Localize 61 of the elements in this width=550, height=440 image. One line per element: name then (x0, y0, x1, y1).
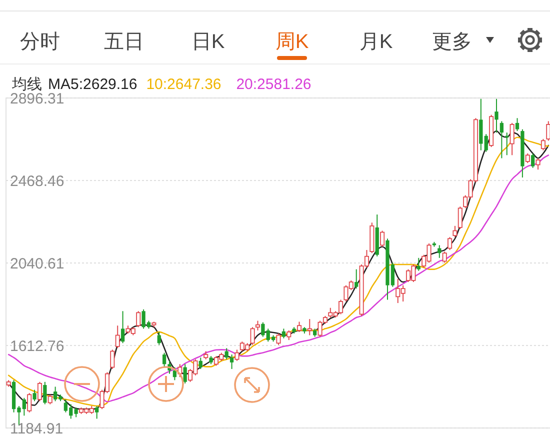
candlestick (282, 328, 286, 339)
candlestick (136, 310, 141, 328)
candlestick (37, 381, 42, 402)
y-tick-label: 2468.46 (10, 172, 64, 190)
candlestick (525, 152, 530, 164)
candlestick (452, 225, 458, 238)
candlestick (115, 325, 120, 349)
candlestick (48, 394, 52, 405)
y-tick-label: 2040.61 (10, 255, 64, 272)
y-tick-label: 1612.76 (10, 338, 64, 355)
candlestick (458, 206, 462, 230)
candlestick (515, 118, 520, 132)
candlestick (224, 348, 228, 360)
candlestick (438, 244, 442, 258)
text: 五日 (104, 31, 144, 53)
candlestick (157, 331, 161, 346)
candlestick (448, 236, 452, 251)
text: 月K (359, 31, 394, 53)
candlestick (505, 132, 509, 156)
y-tick-label: 2896.31 (10, 90, 64, 108)
candlestick (286, 330, 292, 341)
candlestick (162, 352, 166, 368)
candlestick (442, 251, 447, 264)
text: 周K (275, 31, 310, 53)
candlestick (354, 268, 358, 290)
candlestick (250, 326, 255, 346)
candlestick (32, 389, 36, 402)
candlestick (120, 310, 125, 344)
candlestick (536, 158, 540, 170)
text: MA5:2629.16 (48, 76, 138, 93)
candlestick (380, 230, 385, 248)
legend-title: 均线 (11, 76, 42, 93)
candlestick (540, 138, 546, 151)
candlestick (230, 354, 234, 370)
candlestick (531, 152, 535, 168)
text: 分时 (20, 31, 60, 53)
candlestick (198, 357, 202, 370)
text: 更多 (432, 31, 472, 53)
candlestick (172, 366, 177, 381)
candlestick (307, 318, 312, 336)
candlestick (183, 364, 187, 384)
text: 10:2647.36 (146, 76, 222, 93)
candlestick (494, 98, 498, 134)
candlestick (416, 257, 420, 272)
candlestick (255, 320, 260, 331)
text: 日K (191, 31, 226, 53)
text: 20:2581.26 (236, 76, 312, 93)
candlestick (43, 381, 47, 405)
candlestick (234, 349, 240, 362)
candlestick (510, 122, 514, 156)
candlestick (261, 322, 265, 338)
y-tick-label: 1184.91 (10, 420, 64, 438)
candlestick (296, 321, 302, 332)
candlestick (95, 406, 99, 420)
candlestick (74, 407, 78, 418)
candlestick (276, 333, 281, 346)
candlestick (27, 392, 32, 413)
candlestick (110, 349, 115, 370)
candlestick (546, 120, 550, 142)
candlestick (484, 134, 488, 152)
candlestick (500, 120, 504, 159)
